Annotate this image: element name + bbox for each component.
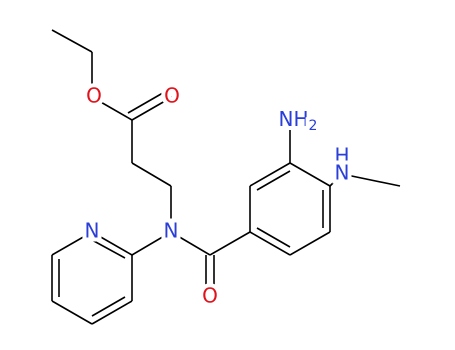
bond [170,231,211,256]
atom-label: H [334,144,349,168]
bond [51,29,93,53]
atom-label: N [335,161,350,185]
bonds [51,29,401,325]
bond [289,231,331,256]
bond [131,231,172,256]
atom-label: NH2 [279,107,318,135]
bond [249,231,291,256]
bond [289,162,331,187]
bond [91,96,133,121]
bond [91,300,133,325]
atom-label: N [164,219,179,243]
bond [256,227,291,248]
bond [249,162,291,187]
bond [341,173,401,187]
bond [127,89,169,114]
atom-label-main: NH [279,107,309,131]
atom-label: O [202,284,218,308]
bond [91,231,133,256]
atom-label: N [85,219,100,243]
bond [51,231,93,256]
atom-label-subscript: 2 [309,118,318,134]
bond [131,162,172,187]
atom-label: O [86,84,102,108]
bond [91,239,126,259]
bond [329,173,343,187]
atom-label: O [164,84,180,108]
bond [131,96,173,121]
atom-labels: O O N N O NH2 H N [81,80,354,312]
bond [209,231,251,256]
bond [91,296,126,317]
bond [51,300,93,325]
bond [256,170,291,191]
